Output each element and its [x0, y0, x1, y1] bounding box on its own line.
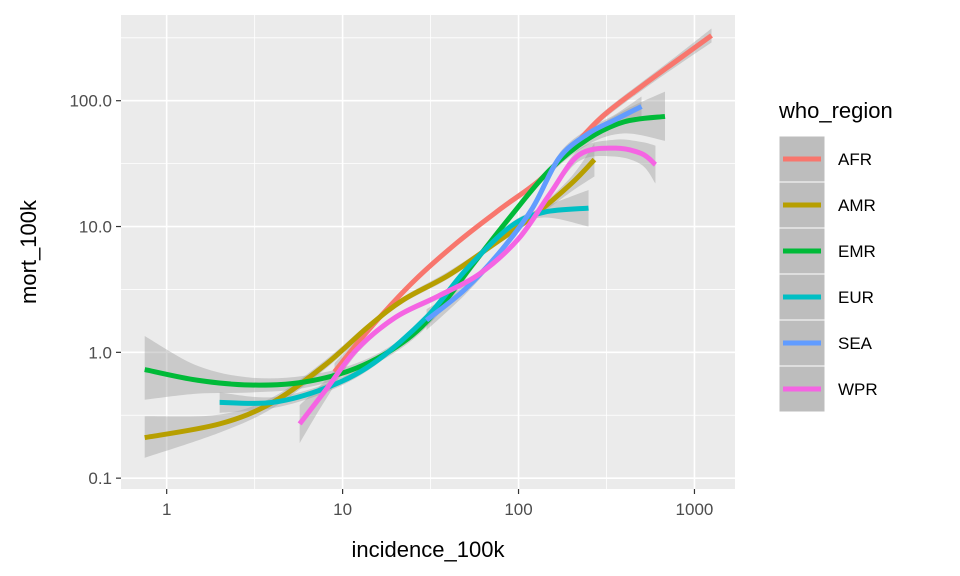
y-axis-title: mort_100k: [16, 199, 41, 304]
axes: 1 10 100 1000 0.1 1.0 10.0 100.0: [69, 92, 713, 519]
band-amr: [144, 143, 595, 458]
legend-title: who_region: [778, 98, 893, 123]
grid: [121, 15, 735, 489]
x-tick-label: 1000: [676, 500, 714, 519]
series-line-sea: [424, 104, 643, 323]
y-tick-label: 100.0: [69, 92, 112, 111]
x-tick-label: 100: [504, 500, 532, 519]
series-lines: [144, 33, 713, 441]
y-tick-label: 0.1: [88, 469, 112, 488]
x-axis-title: incidence_100k: [352, 537, 506, 562]
legend-label-wpr: WPR: [838, 380, 878, 399]
y-tick-label: 10.0: [79, 218, 112, 237]
x-tick-label: 1: [162, 500, 171, 519]
x-tick-label: 10: [333, 500, 352, 519]
legend-label-eur: EUR: [838, 288, 874, 307]
legend: who_region AFR AMR EMR EUR SEA WPR: [778, 98, 893, 413]
legend-label-sea: SEA: [838, 334, 873, 353]
series-line-wpr: [297, 145, 658, 426]
y-tick-label: 1.0: [88, 343, 112, 362]
legend-label-amr: AMR: [838, 196, 876, 215]
legend-label-afr: AFR: [838, 150, 872, 169]
legend-label-emr: EMR: [838, 242, 876, 261]
